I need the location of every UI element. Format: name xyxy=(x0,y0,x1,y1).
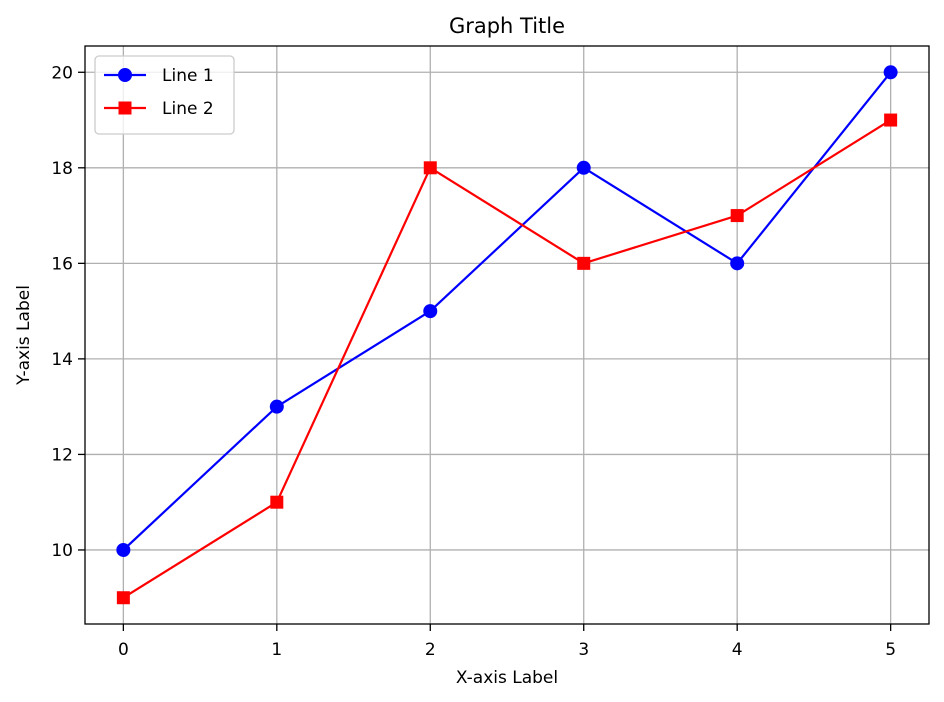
data-point xyxy=(730,256,745,271)
series-line xyxy=(122,71,892,551)
series-1 xyxy=(116,65,898,557)
legend: Line 1 Line 2 xyxy=(94,55,235,135)
y-axis-label: Y-axis Label xyxy=(14,285,34,386)
x-tick-label: 5 xyxy=(885,640,896,660)
series-2 xyxy=(116,113,898,605)
legend-item: Line 2 xyxy=(104,99,214,119)
y-tick-label: 16 xyxy=(51,254,73,274)
series-group xyxy=(116,65,898,605)
x-tick-label: 0 xyxy=(118,640,129,660)
x-tick-label: 4 xyxy=(732,640,743,660)
y-tick-label: 18 xyxy=(51,159,73,179)
data-point xyxy=(577,256,591,270)
y-tick-label: 14 xyxy=(51,350,73,370)
legend-label: Line 2 xyxy=(162,99,214,119)
series-line xyxy=(122,119,892,599)
x-tick-label: 3 xyxy=(578,640,589,660)
data-point xyxy=(883,65,898,80)
data-point xyxy=(116,591,130,605)
data-point xyxy=(270,495,284,509)
x-tick-label: 2 xyxy=(425,640,436,660)
y-tick-label: 10 xyxy=(51,541,73,561)
chart-title: Graph Title xyxy=(449,14,565,38)
legend-marker xyxy=(118,68,132,82)
data-point xyxy=(269,399,284,414)
legend-label: Line 1 xyxy=(162,66,214,86)
data-point xyxy=(423,161,437,175)
legend-item: Line 1 xyxy=(104,66,214,86)
x-tick-label: 1 xyxy=(271,640,282,660)
data-point xyxy=(884,113,898,127)
data-point xyxy=(576,160,591,175)
data-point xyxy=(730,209,744,223)
plot-frame xyxy=(84,45,930,625)
y-tick-label: 12 xyxy=(51,445,73,465)
y-tick-label: 20 xyxy=(51,63,73,83)
x-axis-label: X-axis Label xyxy=(456,668,558,688)
data-point xyxy=(423,304,438,319)
data-point xyxy=(116,542,131,557)
legend-marker xyxy=(118,101,132,115)
